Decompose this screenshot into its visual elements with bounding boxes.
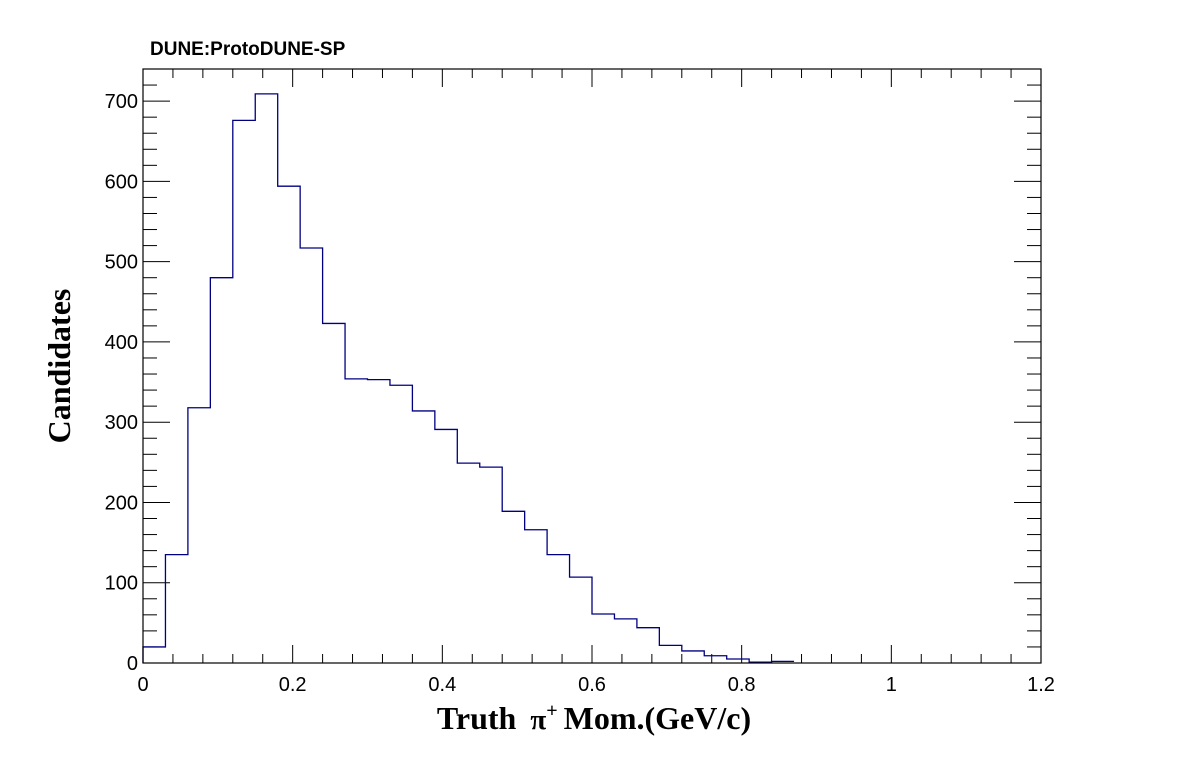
y-tick-label: 0 (127, 653, 138, 675)
y-tick-label: 400 (105, 332, 138, 354)
x-tick-label: 0.6 (578, 674, 606, 696)
x-tick-label: 1.2 (1027, 674, 1055, 696)
y-tick-label: 100 (105, 573, 138, 595)
x-tick-label: 0.8 (728, 674, 756, 696)
y-tick-label: 300 (105, 412, 138, 434)
histogram-series-line (142, 93, 795, 663)
x-axis-title: Truth π+ Mom.(GeV/c) (437, 700, 751, 736)
x-axis-title-part-2: Mom.(GeV/c) (564, 700, 751, 736)
x-tick-label: 0 (137, 674, 148, 696)
chart-header: DUNE:ProtoDUNE-SP (150, 39, 346, 60)
tick-labels: 0 0.2 0.4 0.6 0.8 1 1.2 0 100 200 300 400 500 600 700 (105, 91, 1055, 696)
x-axis-title-pi: π (530, 704, 546, 736)
x-tick-label: 0.2 (279, 674, 307, 696)
y-tick-label: 600 (105, 171, 138, 193)
y-tick-label: 200 (105, 492, 138, 514)
x-tick-label: 0.4 (428, 674, 456, 696)
x-tick-label: 1 (886, 674, 897, 696)
x-axis-title-superscript: + (546, 700, 557, 722)
x-axis-title-part-1: Truth (437, 700, 517, 736)
y-axis-title: Candidates (41, 289, 77, 444)
y-tick-label: 700 (105, 91, 138, 113)
y-tick-label: 500 (105, 252, 138, 274)
plot-frame (142, 68, 1042, 664)
